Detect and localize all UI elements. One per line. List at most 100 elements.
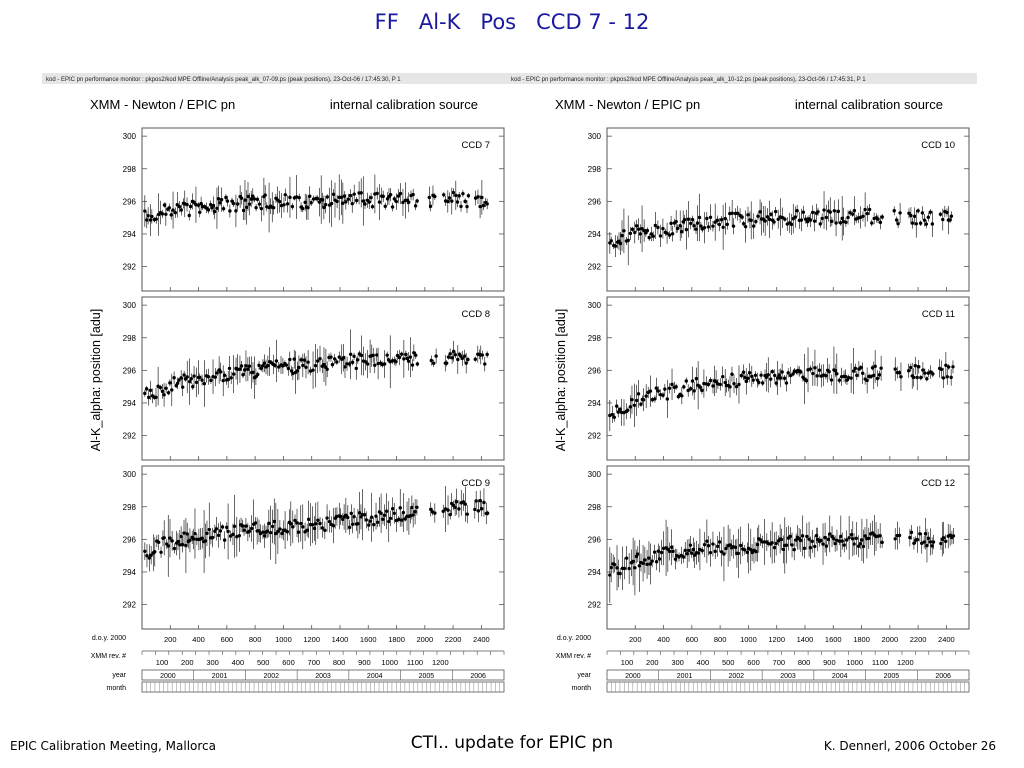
y-tick-label: 300 bbox=[123, 470, 137, 479]
data-point bbox=[285, 202, 290, 206]
data-point bbox=[396, 194, 401, 198]
data-point bbox=[209, 378, 213, 383]
data-point bbox=[951, 365, 955, 369]
data-point bbox=[234, 209, 238, 213]
data-point bbox=[650, 559, 654, 563]
data-point bbox=[188, 538, 192, 542]
data-point bbox=[920, 211, 925, 215]
data-point bbox=[859, 365, 863, 370]
data-point bbox=[363, 360, 368, 364]
data-point bbox=[277, 199, 282, 204]
data-point bbox=[846, 215, 850, 220]
footer-meeting: EPIC Calibration Meeting, Mallorca bbox=[10, 739, 217, 753]
data-point bbox=[341, 201, 345, 205]
data-point bbox=[641, 398, 646, 402]
data-point bbox=[187, 379, 192, 384]
data-point bbox=[289, 369, 294, 373]
data-point bbox=[398, 191, 403, 196]
data-point bbox=[226, 529, 230, 534]
data-point bbox=[267, 521, 271, 526]
data-point bbox=[143, 549, 147, 553]
data-point bbox=[398, 506, 402, 510]
data-point bbox=[633, 566, 637, 570]
data-point bbox=[877, 373, 882, 377]
data-point bbox=[189, 376, 193, 381]
doy-tick-label: 1400 bbox=[797, 635, 814, 644]
data-point bbox=[175, 381, 180, 386]
doy-label: d.o.y. 2000 bbox=[557, 635, 591, 642]
data-point bbox=[810, 539, 814, 544]
data-point bbox=[229, 376, 233, 380]
data-point bbox=[160, 212, 165, 216]
year-cell: 2003 bbox=[315, 673, 331, 680]
data-point bbox=[213, 375, 218, 379]
data-point bbox=[813, 366, 817, 370]
doy-tick-label: 2200 bbox=[910, 635, 927, 644]
data-point bbox=[342, 194, 346, 198]
data-point bbox=[320, 198, 325, 202]
data-point bbox=[694, 227, 698, 231]
data-point bbox=[383, 204, 387, 208]
data-point bbox=[840, 539, 844, 543]
data-point bbox=[730, 372, 734, 376]
data-point bbox=[221, 378, 225, 383]
data-point bbox=[148, 218, 153, 222]
data-point bbox=[860, 538, 864, 542]
rev-tick-label: 700 bbox=[773, 658, 786, 667]
data-point bbox=[828, 210, 832, 214]
data-point bbox=[194, 380, 199, 385]
data-point bbox=[644, 394, 648, 398]
y-tick-label: 298 bbox=[588, 165, 602, 174]
data-point bbox=[769, 212, 773, 217]
data-point bbox=[869, 374, 873, 379]
data-point bbox=[143, 391, 147, 396]
data-point bbox=[187, 213, 191, 218]
data-point bbox=[349, 511, 353, 516]
data-point bbox=[753, 373, 758, 378]
data-point bbox=[800, 534, 805, 538]
panel-label: CCD 12 bbox=[921, 478, 955, 489]
data-point bbox=[909, 365, 913, 370]
data-point bbox=[827, 370, 831, 374]
data-point bbox=[316, 518, 320, 522]
y-tick-label: 294 bbox=[123, 230, 137, 239]
doy-tick-label: 1600 bbox=[825, 635, 842, 644]
data-point bbox=[356, 358, 360, 362]
data-point bbox=[320, 526, 325, 530]
data-point bbox=[429, 507, 433, 512]
data-point bbox=[638, 232, 642, 236]
data-point bbox=[200, 378, 204, 382]
data-point bbox=[402, 357, 406, 361]
figure-left: kod - EPIC pn performance monitor : pkpo… bbox=[38, 70, 516, 698]
data-point bbox=[801, 210, 806, 214]
data-point bbox=[166, 390, 171, 395]
data-point bbox=[684, 227, 689, 232]
data-point bbox=[627, 566, 631, 571]
data-point bbox=[837, 539, 841, 543]
data-point bbox=[683, 548, 687, 553]
data-point bbox=[820, 216, 824, 221]
data-point bbox=[656, 389, 660, 393]
data-point bbox=[833, 541, 837, 546]
data-point bbox=[708, 550, 713, 555]
data-point bbox=[826, 537, 830, 542]
data-point bbox=[788, 534, 793, 539]
data-point bbox=[872, 373, 876, 378]
data-point bbox=[682, 385, 686, 389]
doy-tick-label: 200 bbox=[629, 635, 642, 644]
data-point bbox=[199, 201, 203, 206]
data-point bbox=[466, 357, 470, 362]
data-point bbox=[837, 378, 842, 382]
data-point bbox=[191, 385, 195, 389]
data-point bbox=[274, 359, 279, 363]
figure-title: XMM - Newton / EPIC pn bbox=[555, 97, 700, 112]
data-point bbox=[822, 208, 826, 212]
data-point bbox=[743, 548, 747, 552]
data-point bbox=[374, 514, 378, 518]
data-point bbox=[446, 199, 450, 204]
year-label: year bbox=[577, 672, 591, 679]
data-point bbox=[852, 542, 856, 546]
data-point bbox=[196, 203, 201, 207]
data-point bbox=[150, 214, 154, 219]
data-point bbox=[244, 364, 248, 368]
